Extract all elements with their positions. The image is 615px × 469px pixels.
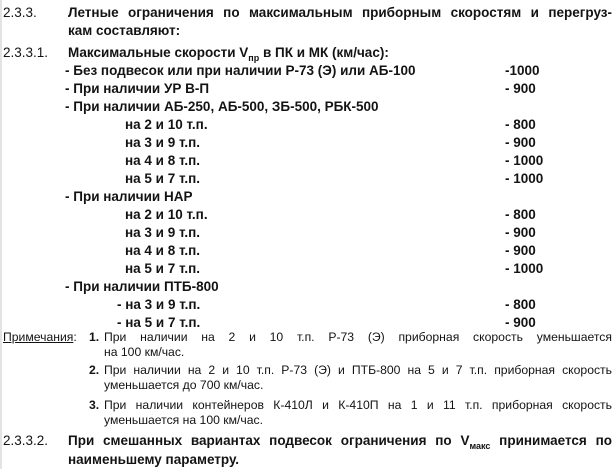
notes-label-colon: : — [73, 330, 77, 344]
speed-limit-row: - на 5 и 7 т.п. - 900 — [0, 314, 615, 332]
section-title-post: в ПК и МК (км/час): — [259, 45, 389, 60]
speed-limit-label: - на 3 и 9 т.п. — [117, 297, 201, 312]
speed-limit-label: - При наличии УР В-П — [65, 81, 210, 96]
note-text-line-1: При наличии на 2 и 10 т.п. Р-73 (Э) и ПТ… — [104, 363, 612, 377]
note-text: При наличии на 2 и 10 т.п. Р-73 (Э) и ПТ… — [104, 363, 612, 393]
speed-limit-value: - 1000 — [505, 171, 544, 186]
speed-limit-label: - При наличии ПТБ-800 — [65, 279, 219, 294]
speed-limit-value: - 800 — [505, 207, 536, 222]
speed-limit-label: на 4 и 8 т.п. — [125, 243, 201, 258]
speed-limit-row: - При наличии НАР — [0, 188, 615, 206]
section-2-3-3-2-line-1: При смешанных вариантах подвесок огранич… — [68, 432, 612, 451]
speed-limit-row: на 2 и 10 т.п. - 800 — [0, 206, 615, 224]
speed-limit-row: на 3 и 9 т.п. - 900 — [0, 134, 615, 152]
notes-label-word: Примечания — [3, 330, 74, 344]
speed-limit-label: на 3 и 9 т.п. — [125, 135, 201, 150]
note-text-line-2: уменьшается до 700 км/час. — [104, 378, 264, 392]
notes-label: Примечания: — [3, 330, 77, 345]
speed-limit-row: - Без подвесок или при наличии Р-73 (Э) … — [0, 62, 615, 80]
section-2-3-3-2-line-2: наименьшему параметру. — [68, 452, 240, 467]
note-text-line-2: уменьшается на 100 км/час. — [104, 413, 263, 427]
section-2-3-3-2-pre: При смешанных вариантах подвесок огранич… — [68, 433, 470, 448]
speed-limit-label: на 2 и 10 т.п. — [125, 117, 208, 132]
note-text-line-1: При наличии контейнеров К-410Л и К-410П … — [104, 398, 612, 412]
note-text-line-2: на 100 км/час. — [104, 345, 185, 359]
note-text-line-1: При наличии на 2 и 10 т.п. Р-73 (Э) приб… — [104, 330, 612, 344]
note-text: При наличии контейнеров К-410Л и К-410П … — [104, 398, 612, 428]
speed-limit-value: - 900 — [505, 315, 536, 330]
section-text-2-3-3-2: При смешанных вариантах подвесок огранич… — [68, 432, 612, 469]
v-maks-subscript: макс — [469, 440, 491, 451]
speed-limit-value: -1000 — [505, 63, 540, 78]
section-heading-2-3-3: Летные ограничения по максимальным прибо… — [68, 4, 612, 40]
note-text: При наличии на 2 и 10 т.п. Р-73 (Э) приб… — [104, 330, 612, 360]
speed-limit-label: на 4 и 8 т.п. — [125, 153, 201, 168]
section-heading-line-2: кам составляют: — [68, 23, 181, 38]
speed-limit-row: - При наличии ПТБ-800 — [0, 278, 615, 296]
section-title-2-3-3-1: Максимальные скорости Vпр в ПК и МК (км/… — [68, 44, 612, 63]
note-number: 3. — [89, 398, 100, 412]
speed-limit-value: - 900 — [505, 81, 536, 96]
speed-limit-row: на 4 и 8 т.п. - 900 — [0, 242, 615, 260]
section-title-pre: Максимальные скорости V — [68, 45, 249, 60]
speed-limit-label: на 3 и 9 т.п. — [125, 225, 201, 240]
speed-limit-value: - 900 — [505, 243, 536, 258]
speed-limit-row: на 5 и 7 т.п. - 1000 — [0, 260, 615, 278]
speed-limit-label: на 2 и 10 т.п. — [125, 207, 208, 222]
speed-limit-value: - 900 — [505, 225, 536, 240]
section-number-2-3-3-2: 2.3.3.2. — [3, 433, 49, 448]
speed-limit-value: - 800 — [505, 117, 536, 132]
note-number: 2. — [89, 363, 100, 377]
section-number-2-3-3: 2.3.3. — [3, 5, 37, 20]
speed-limit-row: на 5 и 7 т.п. - 1000 — [0, 170, 615, 188]
speed-limit-value: - 1000 — [505, 261, 544, 276]
speed-limit-row: - При наличии УР В-П - 900 — [0, 80, 615, 98]
speed-limit-row: - на 3 и 9 т.п. - 800 — [0, 296, 615, 314]
section-number-2-3-3-1: 2.3.3.1. — [3, 45, 49, 60]
speed-limit-label: - на 5 и 7 т.п. — [117, 315, 201, 330]
speed-limit-value: - 800 — [505, 297, 536, 312]
speed-limit-value: - 900 — [505, 135, 536, 150]
speed-limit-row: на 2 и 10 т.п. - 800 — [0, 116, 615, 134]
speed-limit-label: на 5 и 7 т.п. — [125, 261, 201, 276]
section-heading-line-1: Летные ограничения по максимальным прибо… — [68, 5, 612, 20]
speed-limit-row: - При наличии АБ-250, АБ-500, ЗБ-500, РБ… — [0, 98, 615, 116]
v-pr-subscript: пр — [248, 52, 260, 63]
speed-limit-value: - 1000 — [505, 153, 544, 168]
speed-limit-row: на 3 и 9 т.п. - 900 — [0, 224, 615, 242]
speed-limit-row: на 4 и 8 т.п. - 1000 — [0, 152, 615, 170]
speed-limit-label: - При наличии АБ-250, АБ-500, ЗБ-500, РБ… — [65, 99, 379, 114]
speed-limit-label: на 5 и 7 т.п. — [125, 171, 201, 186]
speed-limit-label: - Без подвесок или при наличии Р-73 (Э) … — [65, 63, 416, 78]
note-number: 1. — [89, 330, 100, 344]
speed-limit-label: - При наличии НАР — [65, 189, 193, 204]
section-2-3-3-2-post: принимается по — [490, 433, 612, 448]
